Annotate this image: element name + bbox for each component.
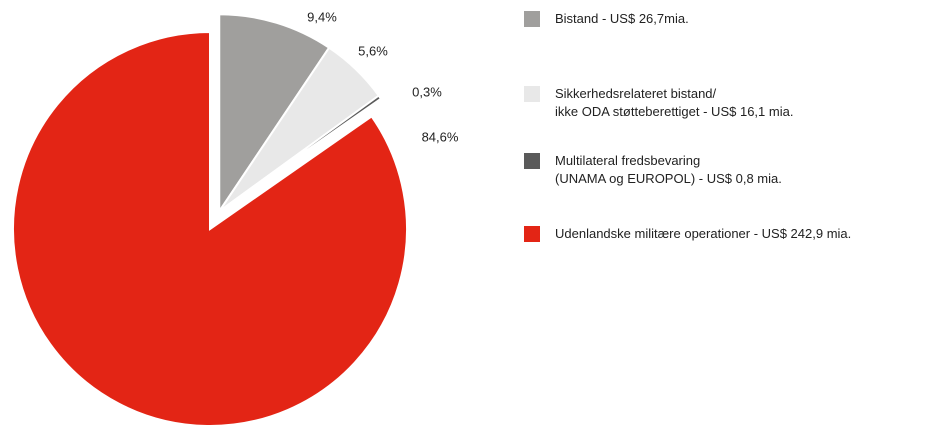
legend-item: Bistand - US$ 26,7mia. xyxy=(524,10,689,28)
legend-swatch xyxy=(524,226,540,242)
legend-item: Udenlandske militære operationer - US$ 2… xyxy=(524,225,851,243)
slice-label: 9,4% xyxy=(307,9,337,24)
legend-label: Multilateral fredsbevaring (UNAMA og EUR… xyxy=(555,153,782,186)
slice-label: 84,6% xyxy=(422,129,459,144)
pie-slice xyxy=(218,13,331,215)
legend-item: Sikkerhedsrelateret bistand/ ikke ODA st… xyxy=(524,85,793,121)
legend-label: Udenlandske militære operationer - US$ 2… xyxy=(555,226,852,241)
slice-label: 0,3% xyxy=(412,84,442,99)
legend-swatch xyxy=(524,153,540,169)
legend-item: Multilateral fredsbevaring (UNAMA og EUR… xyxy=(524,152,782,188)
legend-swatch xyxy=(524,86,540,102)
pie-slice xyxy=(12,30,408,426)
legend-swatch xyxy=(524,11,540,27)
legend-label: Bistand - US$ 26,7mia. xyxy=(555,11,689,26)
legend-label: Sikkerhedsrelateret bistand/ ikke ODA st… xyxy=(555,86,794,119)
pie-slice xyxy=(218,94,383,213)
slice-label: 5,6% xyxy=(358,43,388,58)
